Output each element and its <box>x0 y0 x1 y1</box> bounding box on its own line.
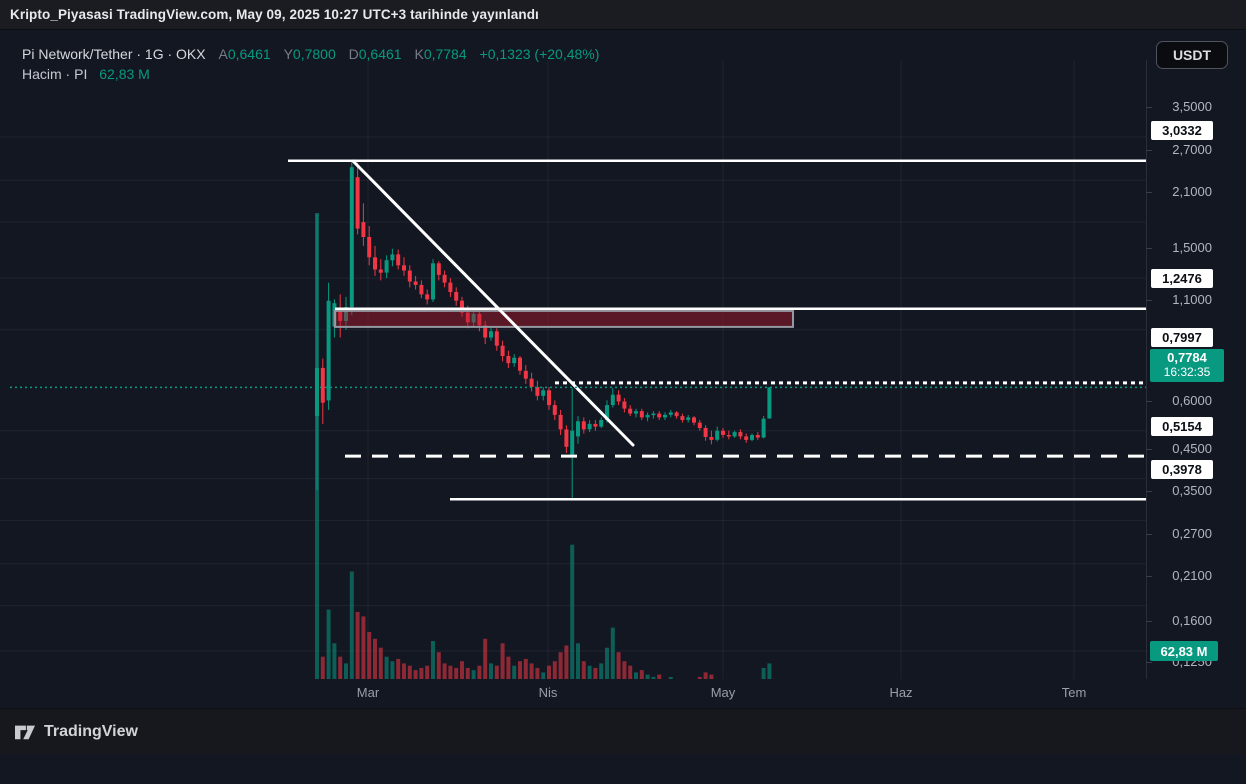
month-label: Haz <box>889 685 913 700</box>
price-tick-label: 3,5000 <box>1172 99 1212 114</box>
price-tick-mark <box>1146 575 1152 577</box>
chart-legend: Pi Network/Tether · 1G · OKX A0,6461 Y0,… <box>22 44 599 84</box>
chart-area[interactable] <box>0 30 1246 709</box>
price-tick-mark <box>1146 299 1152 301</box>
close-value: 0,7784 <box>423 46 467 62</box>
low-letter: D <box>348 46 359 62</box>
price-tick-label: 0,3500 <box>1172 482 1212 498</box>
month-label: Tem <box>1061 685 1087 700</box>
tradingview-brand-text: TradingView <box>44 722 138 740</box>
close-letter: K <box>414 46 424 62</box>
symbol-title: Pi Network/Tether · 1G · OKX <box>22 46 206 62</box>
tradingview-logo-icon <box>15 725 35 739</box>
time-axis[interactable]: Mar Nis May Haz Tem <box>0 679 1246 708</box>
price-tick-label: 1,5000 <box>1172 240 1212 256</box>
supply-zone <box>334 309 794 328</box>
price-line-label: 3,0332 <box>1151 121 1213 141</box>
high-letter: Y <box>283 46 293 62</box>
publish-header: Kripto_Piyasasi TradingView.com, May 09,… <box>0 0 1246 30</box>
open-value: 0,6461 <box>227 46 271 62</box>
price-tick-mark <box>1146 150 1152 152</box>
volume-row-label: Hacim · PI <box>22 66 88 82</box>
price-tick-mark <box>1146 662 1152 663</box>
price-tick-label: 2,1000 <box>1172 184 1212 200</box>
month-label: Mar <box>356 685 380 700</box>
price-line-label: 0,5154 <box>1151 416 1213 436</box>
price-tick-mark <box>1146 448 1152 450</box>
month-label: May <box>710 685 736 700</box>
current-price-label: 0,7784 16:32:35 <box>1150 349 1224 383</box>
open-letter: A <box>218 46 228 62</box>
price-line-label: 1,2476 <box>1151 269 1213 289</box>
tradingview-link[interactable]: TradingView <box>14 722 138 742</box>
horizontal-level-lines <box>288 159 1146 501</box>
legend-volume-row: Hacim · PI 62,83 M <box>22 64 599 84</box>
price-line-label: 0,7997 <box>1151 327 1213 347</box>
price-tick-mark <box>1146 533 1152 535</box>
volume-bars <box>315 213 772 707</box>
price-tick-mark <box>1146 400 1152 402</box>
price-tick-mark <box>1146 620 1152 622</box>
price-line-label: 0,3978 <box>1151 459 1213 479</box>
low-value: 0,6461 <box>358 46 402 62</box>
price-tick-label: 0,6000 <box>1172 392 1212 408</box>
footer-bar: TradingView <box>0 708 1246 754</box>
legend-symbol-row: Pi Network/Tether · 1G · OKX A0,6461 Y0,… <box>22 44 599 64</box>
price-tick-label: 0,2100 <box>1172 567 1212 583</box>
price-tick-label: 0,2700 <box>1172 525 1212 541</box>
price-tick-label: 2,7000 <box>1172 142 1212 158</box>
candlestick-chart[interactable] <box>0 30 1246 784</box>
high-value: 0,7800 <box>292 46 336 62</box>
price-tick-label: 1,1000 <box>1172 291 1212 307</box>
price-tick-label: 0,4500 <box>1172 440 1212 456</box>
price-axis-separator <box>1146 60 1147 708</box>
price-tick-mark <box>1146 248 1152 250</box>
volume-axis-label: 62,83 M <box>1150 641 1218 661</box>
month-label: Nis <box>538 685 558 700</box>
descending-trendline <box>351 159 635 447</box>
publish-title: Kripto_Piyasasi TradingView.com, May 09,… <box>10 7 539 22</box>
price-axis[interactable]: 3,5000 2,7000 2,1000 1,5000 1,1000 0,6000 0,45… <box>1146 30 1246 678</box>
gridlines <box>0 60 1146 708</box>
change-value: +0,1323 (+20,48%) <box>479 46 600 62</box>
candles <box>315 160 772 500</box>
price-tick-mark <box>1146 490 1152 492</box>
volume-row-value: 62,83 M <box>99 66 150 82</box>
price-tick-label: 0,1600 <box>1172 612 1212 628</box>
currency-toggle-button[interactable]: USDT <box>1156 41 1228 69</box>
price-tick-mark <box>1146 107 1152 108</box>
price-tick-mark <box>1146 192 1152 194</box>
